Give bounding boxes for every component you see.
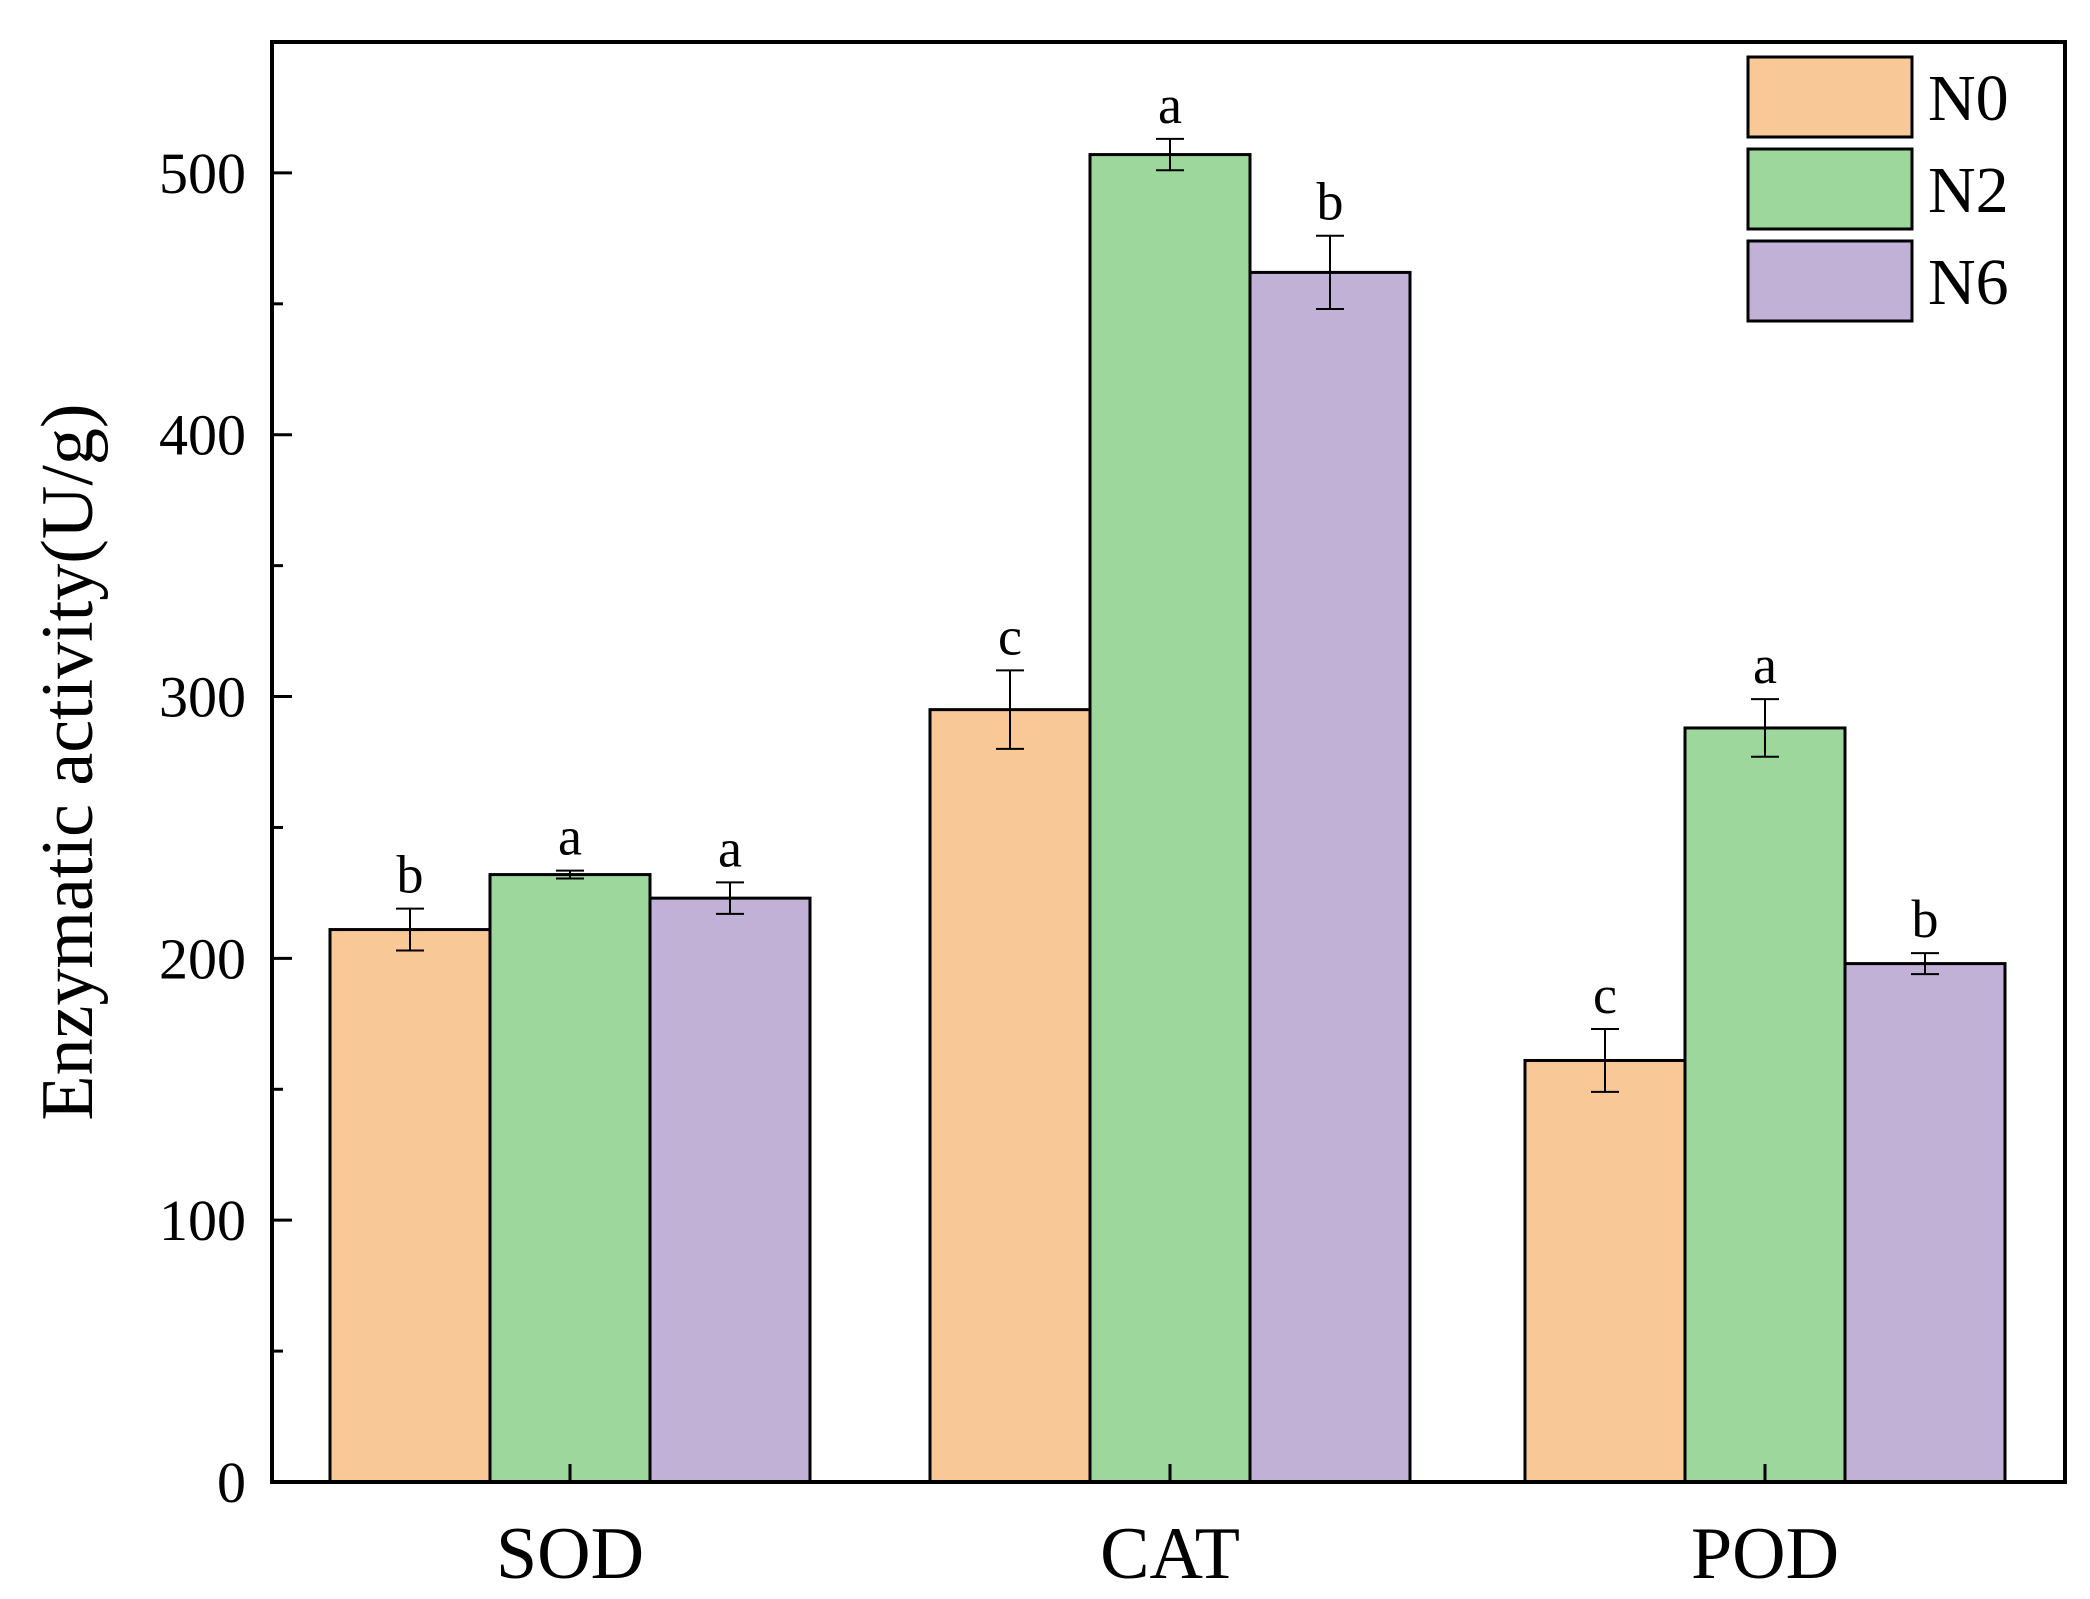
error-bar-n6-pod: [1911, 952, 1939, 976]
bar-n2-sod: [488, 873, 652, 1484]
error-bars-layer: [396, 137, 1939, 1093]
significance-label: c: [998, 606, 1022, 666]
y-tick-label: 0: [217, 1450, 246, 1515]
y-axis: 0 100 200 300 400 500: [159, 141, 292, 1515]
legend-item-n6: N6: [1746, 239, 2009, 323]
error-bar-n6-sod: [716, 881, 744, 915]
x-axis: SOD CAT POD: [496, 1464, 1839, 1595]
legend: N0 N2 N6: [1746, 55, 2009, 323]
y-tick-label: 200: [159, 926, 246, 991]
error-bar-n6-cat: [1316, 234, 1344, 311]
error-bar-n0-cat: [996, 669, 1024, 750]
bar-n6-sod: [648, 896, 812, 1484]
bars-layer: [328, 153, 2007, 1484]
y-tick-label: 100: [159, 1188, 246, 1253]
bar-n6-cat: [1248, 270, 1412, 1484]
significance-label: a: [558, 807, 582, 867]
x-category-label: CAT: [1100, 1513, 1240, 1595]
significance-label: b: [1912, 889, 1939, 949]
bar-n0-sod: [328, 928, 492, 1484]
error-bar-n0-pod: [1591, 1028, 1619, 1093]
legend-label: N2: [1928, 154, 2009, 227]
legend-item-n2: N2: [1746, 147, 2009, 231]
bar-n0-cat: [928, 708, 1092, 1484]
significance-label: a: [1158, 75, 1182, 135]
legend-swatch: [1746, 239, 1914, 323]
significance-label: a: [1753, 635, 1777, 695]
error-bar-n0-sod: [396, 907, 424, 952]
significance-label: c: [1593, 965, 1617, 1025]
significance-label: b: [397, 845, 424, 905]
significance-label: b: [1317, 172, 1344, 232]
significance-labels-layer: b c c a a a a b b: [397, 75, 1939, 1025]
legend-item-n0: N0: [1746, 55, 2009, 139]
legend-label: N0: [1928, 62, 2009, 135]
x-category-label: SOD: [496, 1513, 644, 1595]
y-tick-label: 400: [159, 403, 246, 468]
y-tick-label: 300: [159, 665, 246, 730]
bar-n0-pod: [1523, 1058, 1687, 1484]
y-axis-title: Enzymatic activity(U/g): [27, 403, 109, 1120]
y-tick-label: 500: [159, 141, 246, 206]
legend-label: N6: [1928, 246, 2009, 319]
legend-swatch: [1746, 147, 1914, 231]
error-bar-n2-cat: [1156, 137, 1184, 172]
bar-n6-pod: [1843, 962, 2007, 1484]
bar-n2-cat: [1088, 153, 1252, 1484]
bar-n2-pod: [1683, 726, 1847, 1484]
error-bar-n2-pod: [1751, 698, 1779, 758]
x-category-label: POD: [1691, 1513, 1839, 1595]
significance-label: a: [718, 818, 742, 878]
legend-swatch: [1746, 55, 1914, 139]
error-bar-n2-sod: [556, 869, 584, 880]
